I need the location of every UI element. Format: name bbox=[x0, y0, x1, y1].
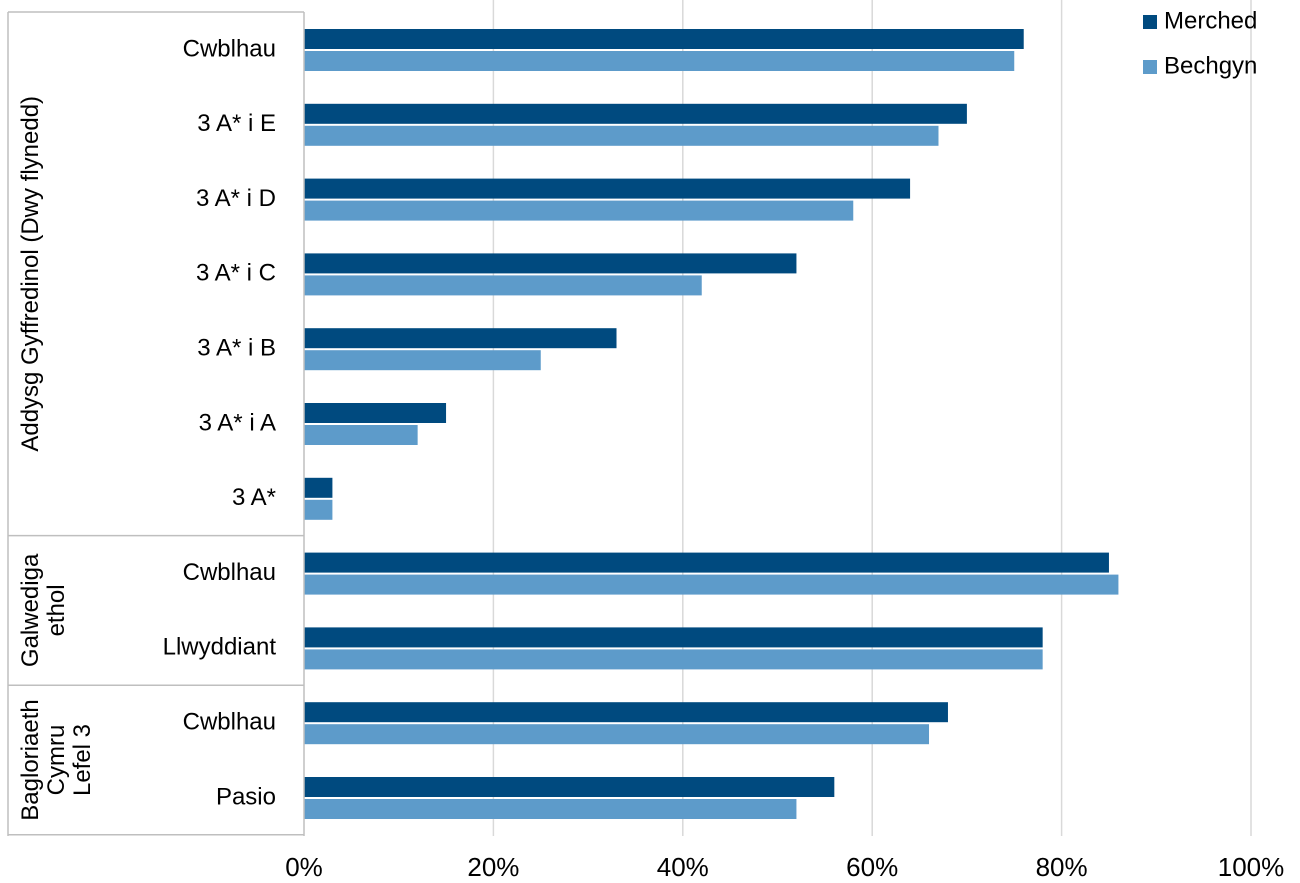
category-label: 3 A* i E bbox=[197, 110, 276, 137]
category-label: 3 A* i A bbox=[199, 409, 276, 436]
category-label: Cwblhau bbox=[183, 35, 276, 62]
bar-bechgyn-0 bbox=[304, 51, 1015, 71]
group-label: Galwedigaethol bbox=[17, 553, 70, 667]
legend-swatch-merched bbox=[1143, 15, 1157, 29]
group-label-line: Bagloriaeth bbox=[17, 699, 44, 820]
bar-bechgyn-5 bbox=[304, 425, 418, 445]
legend-label-merched: Merched bbox=[1164, 7, 1257, 34]
bar-bechgyn-4 bbox=[304, 350, 541, 371]
bar-merched-0 bbox=[304, 29, 1024, 49]
bar-merched-5 bbox=[304, 403, 447, 423]
x-tick-label: 80% bbox=[1036, 852, 1088, 882]
bar-bechgyn-9 bbox=[304, 724, 930, 745]
group-label-line: Addysg Gyffredinol (Dwy flynedd) bbox=[17, 96, 44, 452]
bar-merched-7 bbox=[304, 552, 1109, 573]
bar-merched-8 bbox=[304, 627, 1043, 648]
group-label-line: Galwediga bbox=[17, 553, 44, 667]
x-axis-ticks: 0% 20% 40% 60% 80% 100% bbox=[285, 852, 1284, 882]
group-label: Addysg Gyffredinol (Dwy flynedd) bbox=[17, 96, 44, 452]
bar-merched-4 bbox=[304, 328, 617, 349]
x-tick-label: 40% bbox=[657, 852, 709, 882]
category-axis: Cwblhau 3 A* i E 3 A* i D 3 A* i C 3 A* i B 3… bbox=[7, 11, 305, 836]
category-label: 3 A* i B bbox=[197, 335, 276, 362]
bar-bechgyn-8 bbox=[304, 649, 1043, 670]
group-label: BagloriaethCymruLefel 3 bbox=[17, 699, 96, 820]
bar-bechgyn-3 bbox=[304, 275, 702, 296]
legend-swatch-bechgyn bbox=[1143, 60, 1157, 74]
legend-label-bechgyn: Bechgyn bbox=[1164, 52, 1257, 79]
bar-bechgyn-2 bbox=[304, 200, 854, 221]
bar-merched-9 bbox=[304, 702, 948, 723]
group-label-line: ethol bbox=[43, 584, 70, 636]
bar-merched-2 bbox=[304, 178, 911, 199]
category-label: Cwblhau bbox=[183, 709, 276, 736]
bar-merched-10 bbox=[304, 777, 835, 797]
bar-bechgyn-7 bbox=[304, 574, 1119, 595]
x-tick-label: 100% bbox=[1218, 852, 1285, 882]
category-label: 3 A* bbox=[232, 484, 276, 511]
category-label: 3 A* i D bbox=[196, 185, 276, 212]
group-label-line: Lefel 3 bbox=[69, 724, 96, 796]
bar-bechgyn-6 bbox=[304, 499, 333, 520]
group-label-line: Cymru bbox=[43, 725, 70, 796]
x-tick-label: 60% bbox=[846, 852, 898, 882]
legend: Merched Bechgyn bbox=[1143, 7, 1257, 79]
bar-bechgyn-10 bbox=[304, 799, 797, 819]
x-tick-label: 20% bbox=[467, 852, 519, 882]
category-label: Pasio bbox=[216, 783, 276, 810]
category-label: Cwblhau bbox=[183, 559, 276, 586]
bar-merched-6 bbox=[304, 477, 333, 498]
category-label: Llwyddiant bbox=[163, 634, 277, 661]
bar-merched-3 bbox=[304, 253, 797, 274]
bar-bechgyn-1 bbox=[304, 125, 939, 146]
bars bbox=[304, 29, 1119, 819]
bar-merched-1 bbox=[304, 103, 967, 124]
category-label: 3 A* i C bbox=[196, 260, 276, 287]
x-tick-label: 0% bbox=[285, 852, 323, 882]
